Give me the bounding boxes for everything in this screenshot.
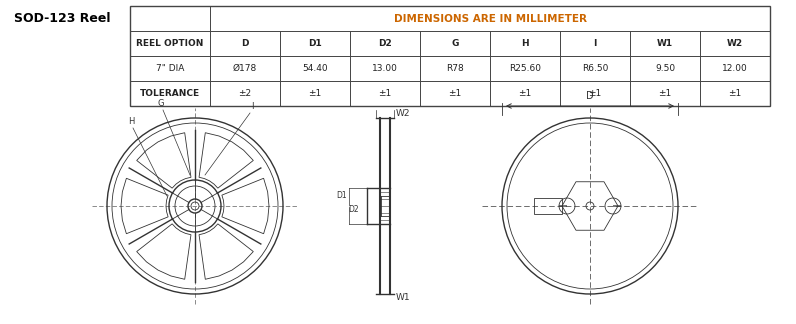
Text: I: I xyxy=(251,102,253,111)
Text: R25.60: R25.60 xyxy=(509,64,541,73)
Text: SOD-123 Reel: SOD-123 Reel xyxy=(14,12,111,25)
Text: W2: W2 xyxy=(727,39,743,48)
Text: R78: R78 xyxy=(446,64,464,73)
Text: TOLERANCE: TOLERANCE xyxy=(140,89,200,98)
Bar xyxy=(130,6,770,106)
Text: R6.50: R6.50 xyxy=(582,64,608,73)
Text: H: H xyxy=(521,39,529,48)
Text: Ø178: Ø178 xyxy=(233,64,257,73)
Text: ±1: ±1 xyxy=(448,89,462,98)
Text: D1: D1 xyxy=(308,39,322,48)
Text: ±1: ±1 xyxy=(518,89,532,98)
Text: ±1: ±1 xyxy=(728,89,742,98)
Text: ±1: ±1 xyxy=(588,89,602,98)
Text: REEL OPTION: REEL OPTION xyxy=(136,39,204,48)
Text: D2: D2 xyxy=(378,39,392,48)
Text: 12.00: 12.00 xyxy=(722,64,748,73)
Text: ±1: ±1 xyxy=(378,89,392,98)
Text: W2: W2 xyxy=(396,110,411,119)
Text: D: D xyxy=(586,91,594,101)
Text: D2: D2 xyxy=(349,205,359,214)
Text: 9.50: 9.50 xyxy=(655,64,675,73)
Text: D1: D1 xyxy=(337,191,347,200)
Text: I: I xyxy=(593,39,597,48)
Text: H: H xyxy=(128,117,135,126)
Text: W1: W1 xyxy=(396,294,411,303)
Text: 54.40: 54.40 xyxy=(302,64,328,73)
Text: ±1: ±1 xyxy=(308,89,322,98)
Text: W1: W1 xyxy=(657,39,673,48)
Text: G: G xyxy=(158,99,164,108)
Text: DIMENSIONS ARE IN MILLIMETER: DIMENSIONS ARE IN MILLIMETER xyxy=(393,14,587,24)
Text: 7" DIA: 7" DIA xyxy=(156,64,184,73)
Text: D: D xyxy=(241,39,248,48)
Bar xyxy=(534,198,562,214)
Text: ±1: ±1 xyxy=(658,89,672,98)
Text: ±2: ±2 xyxy=(239,89,252,98)
Text: 13.00: 13.00 xyxy=(372,64,398,73)
Text: G: G xyxy=(451,39,458,48)
